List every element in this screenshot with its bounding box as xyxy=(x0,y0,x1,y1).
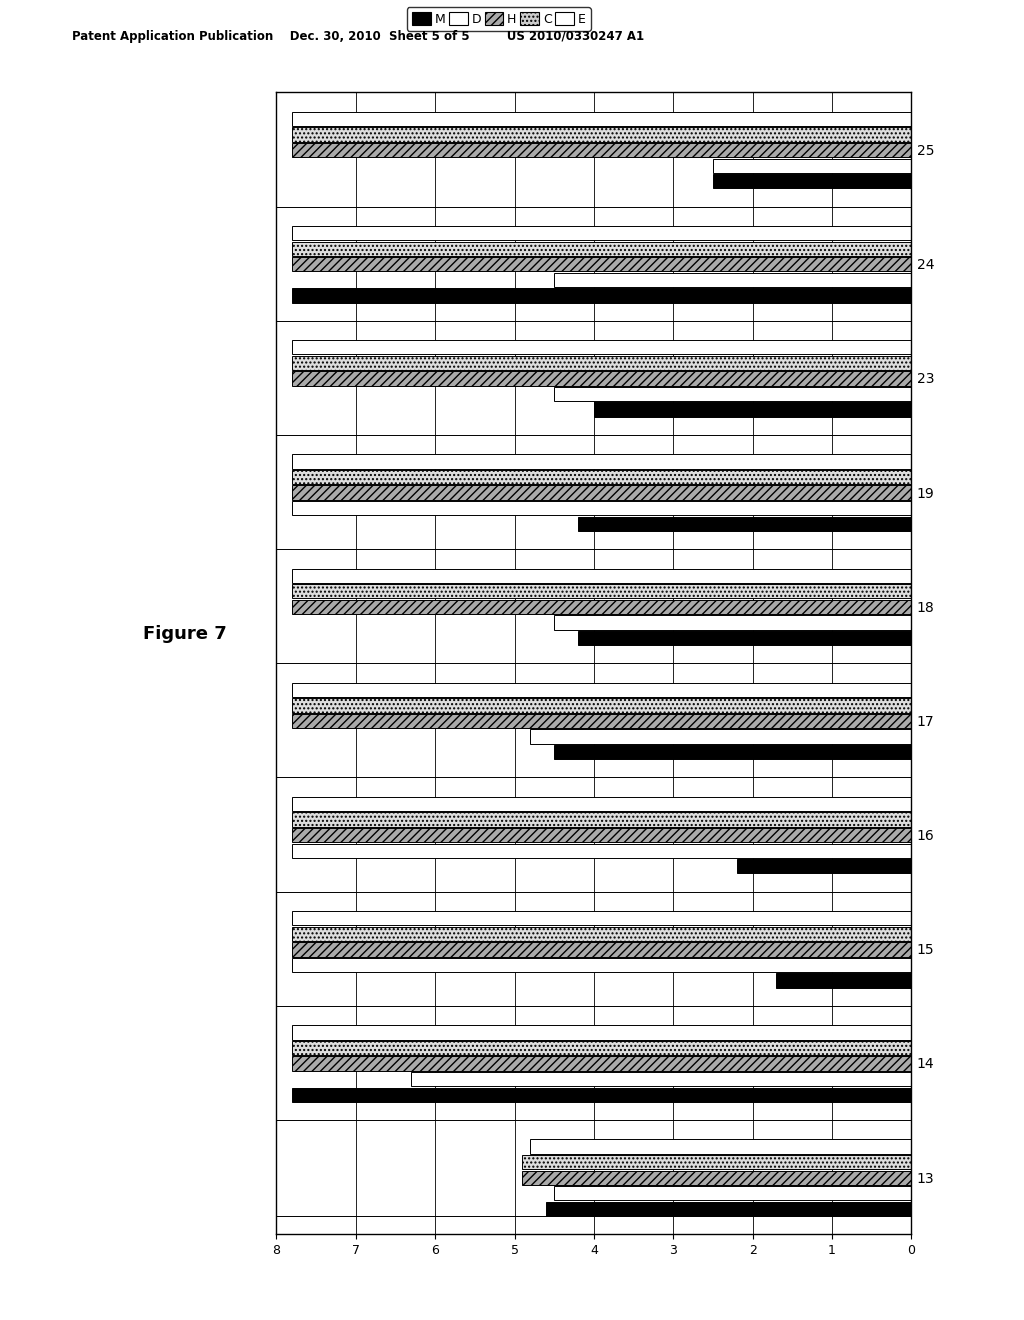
Bar xyxy=(547,1201,911,1216)
Bar xyxy=(293,828,911,842)
Bar xyxy=(530,1139,911,1154)
Bar xyxy=(293,927,911,941)
Bar xyxy=(293,371,911,385)
Bar xyxy=(412,1072,911,1086)
Bar xyxy=(293,1088,911,1102)
Bar xyxy=(554,744,911,759)
Bar xyxy=(293,958,911,972)
Bar xyxy=(293,813,911,826)
Bar xyxy=(594,403,911,417)
Bar xyxy=(554,1187,911,1200)
Bar xyxy=(293,112,911,127)
Bar xyxy=(293,242,911,256)
Bar xyxy=(293,714,911,729)
Bar xyxy=(293,470,911,484)
Bar xyxy=(293,341,911,355)
Bar xyxy=(522,1171,911,1185)
Text: Patent Application Publication    Dec. 30, 2010  Sheet 5 of 5         US 2010/03: Patent Application Publication Dec. 30, … xyxy=(72,30,644,44)
Bar xyxy=(554,615,911,630)
Bar xyxy=(293,682,911,697)
Text: Figure 7: Figure 7 xyxy=(143,624,227,643)
Bar xyxy=(293,569,911,583)
Bar xyxy=(578,516,911,531)
Bar xyxy=(776,973,911,987)
Bar xyxy=(293,454,911,469)
Bar xyxy=(293,486,911,500)
Bar xyxy=(293,585,911,598)
Bar xyxy=(293,911,911,925)
Bar xyxy=(713,158,911,173)
Bar xyxy=(293,288,911,302)
Bar xyxy=(522,1155,911,1170)
Bar xyxy=(713,174,911,189)
Bar xyxy=(554,387,911,401)
Bar xyxy=(293,1041,911,1055)
Bar xyxy=(293,698,911,713)
Bar xyxy=(737,859,911,874)
Bar xyxy=(293,143,911,157)
Legend: M, D, H, C, E: M, D, H, C, E xyxy=(407,8,591,30)
Bar xyxy=(293,1056,911,1071)
Bar xyxy=(293,257,911,272)
Bar xyxy=(293,942,911,957)
Bar xyxy=(293,1026,911,1040)
Bar xyxy=(293,797,911,812)
Bar xyxy=(293,599,911,614)
Bar xyxy=(578,631,911,645)
Bar xyxy=(530,730,911,743)
Bar xyxy=(293,128,911,141)
Bar xyxy=(293,226,911,240)
Bar xyxy=(293,502,911,515)
Bar xyxy=(554,273,911,286)
Bar xyxy=(293,356,911,370)
Bar xyxy=(293,843,911,858)
